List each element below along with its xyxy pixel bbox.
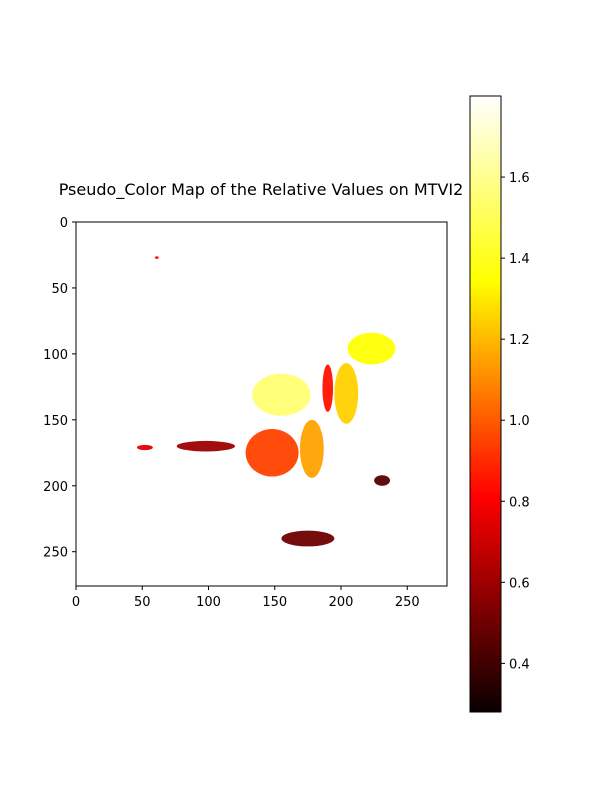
x-tick-label: 0	[72, 595, 80, 610]
colorbar-tick-label: 1.6	[509, 171, 530, 186]
colorbar-tick-label: 0.6	[509, 576, 530, 591]
x-axis: 0 50 100 150 200 250	[72, 586, 420, 610]
plot-area	[75, 221, 448, 587]
heatmap-region-6	[176, 440, 236, 452]
heatmap-region-11	[154, 256, 159, 259]
colorbar-tick-label: 0.8	[509, 495, 530, 510]
colorbar-tick-label: 1.2	[509, 333, 530, 348]
heatmap-region-10	[136, 444, 153, 451]
y-axis: 0 50 100 150 200 250	[43, 216, 76, 561]
colorbar-tick-label: 0.4	[509, 657, 530, 672]
heatmap-region-1	[347, 332, 396, 365]
y-tick-label: 250	[43, 546, 68, 561]
colorbar-ticks: 0.4 0.6 0.8 1.0 1.2 1.4 1.6	[501, 171, 530, 672]
heatmap-region-2	[252, 373, 311, 416]
x-tick-label: 100	[196, 595, 221, 610]
heatmap-region-8	[281, 530, 335, 547]
heatmap-region-3	[334, 363, 359, 424]
y-tick-label: 150	[43, 414, 68, 429]
heatmap-region-7	[322, 364, 334, 412]
x-tick-label: 200	[329, 595, 354, 610]
colorbar-tick-label: 1.0	[509, 414, 530, 429]
colorbar-gradient	[469, 95, 502, 713]
heatmap-region-5	[299, 419, 324, 478]
heatmap-region-4	[245, 429, 299, 477]
y-tick-label: 100	[43, 348, 68, 363]
y-tick-label: 50	[51, 282, 68, 297]
colorbar: 0.4 0.6 0.8 1.0 1.2 1.4 1.6	[469, 95, 530, 713]
colorbar-tick-label: 1.4	[509, 252, 530, 267]
x-tick-label: 150	[262, 595, 287, 610]
x-tick-label: 250	[395, 595, 420, 610]
y-tick-label: 200	[43, 480, 68, 495]
x-tick-label: 50	[134, 595, 151, 610]
y-tick-label: 0	[60, 216, 68, 231]
heatmap-region-9	[374, 475, 391, 486]
chart-title: Pseudo_Color Map of the Relative Values …	[59, 180, 464, 200]
plot-frame	[75, 221, 448, 587]
